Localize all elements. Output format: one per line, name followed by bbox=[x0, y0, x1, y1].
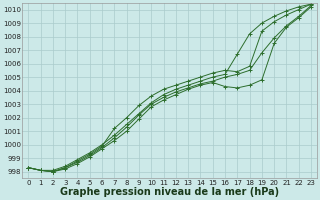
X-axis label: Graphe pression niveau de la mer (hPa): Graphe pression niveau de la mer (hPa) bbox=[60, 187, 279, 197]
